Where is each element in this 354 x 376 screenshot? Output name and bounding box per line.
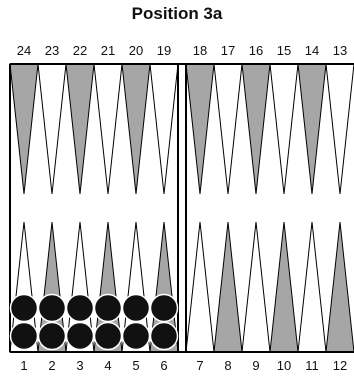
point-label-14: 14 <box>305 43 319 58</box>
point-19 <box>149 63 179 195</box>
point-label-18: 18 <box>193 43 207 58</box>
point-label-7: 7 <box>196 358 203 373</box>
point-24 <box>9 63 39 195</box>
checker <box>37 321 67 351</box>
point-18 <box>185 63 215 195</box>
checker <box>65 293 95 323</box>
point-12 <box>325 221 354 353</box>
point-label-10: 10 <box>277 358 291 373</box>
point-label-9: 9 <box>252 358 259 373</box>
checker <box>65 321 95 351</box>
board-frame <box>9 63 354 353</box>
checker <box>37 293 67 323</box>
checker <box>9 321 39 351</box>
point-14 <box>297 63 327 195</box>
position-title: Position 3a <box>131 4 223 23</box>
point-label-16: 16 <box>249 43 263 58</box>
point-label-22: 22 <box>73 43 87 58</box>
point-16 <box>241 63 271 195</box>
point-label-17: 17 <box>221 43 235 58</box>
point-23 <box>37 63 67 195</box>
checker <box>121 321 151 351</box>
point-label-21: 21 <box>101 43 115 58</box>
point-label-11: 11 <box>305 358 319 373</box>
point-15 <box>269 63 299 195</box>
checker <box>93 293 123 323</box>
point-17 <box>213 63 243 195</box>
point-11 <box>297 221 327 353</box>
point-label-1: 1 <box>20 358 27 373</box>
point-10 <box>269 221 299 353</box>
point-22 <box>65 63 95 195</box>
point-21 <box>93 63 123 195</box>
point-20 <box>121 63 151 195</box>
checker <box>121 293 151 323</box>
point-label-6: 6 <box>160 358 167 373</box>
point-label-12: 12 <box>333 358 347 373</box>
checker <box>9 293 39 323</box>
point-7 <box>185 221 215 353</box>
point-label-24: 24 <box>17 43 31 58</box>
point-label-20: 20 <box>129 43 143 58</box>
checker <box>93 321 123 351</box>
point-labels: 24 23 22 21 20 19 18 17 16 15 14 131 2 3 4 5 6 7 8 9 10 11 12 <box>17 43 347 373</box>
point-8 <box>213 221 243 353</box>
checkers-layer <box>9 293 179 351</box>
point-label-19: 19 <box>157 43 171 58</box>
point-label-8: 8 <box>224 358 231 373</box>
point-label-3: 3 <box>76 358 83 373</box>
checker <box>149 321 179 351</box>
checker <box>149 293 179 323</box>
point-label-13: 13 <box>333 43 347 58</box>
point-13 <box>325 63 354 195</box>
point-label-4: 4 <box>104 358 111 373</box>
point-label-2: 2 <box>48 358 55 373</box>
point-label-5: 5 <box>132 358 139 373</box>
point-label-15: 15 <box>277 43 291 58</box>
point-label-23: 23 <box>45 43 59 58</box>
point-9 <box>241 221 271 353</box>
